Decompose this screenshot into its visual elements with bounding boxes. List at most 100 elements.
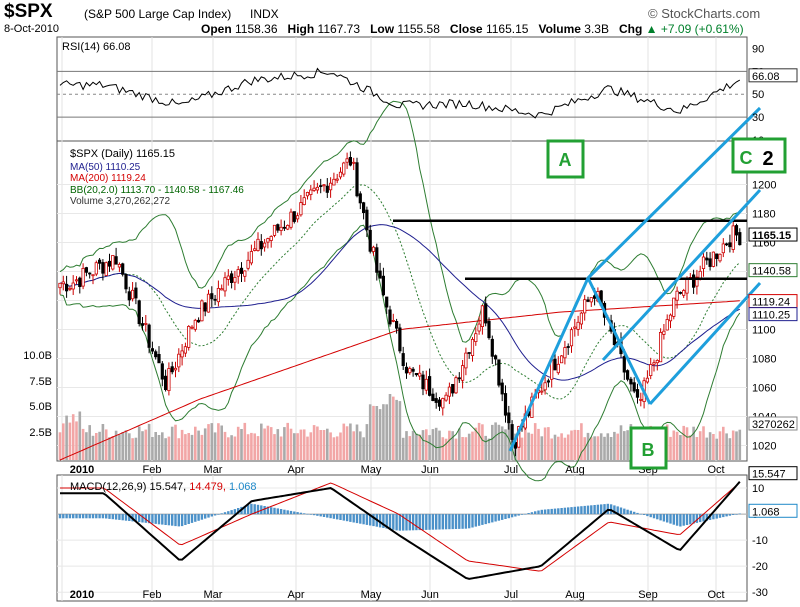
- macd-hist-bar: [124, 514, 128, 521]
- price-candle: [381, 267, 386, 297]
- macd-hist-bar: [573, 506, 576, 515]
- price-y-tick: 1100: [752, 325, 776, 337]
- volume-bar: [375, 406, 379, 460]
- macd-hist-bar: [98, 514, 101, 519]
- macd-hist-bar: [207, 514, 210, 518]
- volume-bar: [672, 430, 676, 460]
- price-candle: [394, 318, 399, 334]
- macd-hist-bar: [738, 513, 741, 515]
- volume-bar: [58, 432, 62, 460]
- volume-bar: [467, 433, 471, 460]
- volume-bar: [705, 437, 709, 460]
- price-candle: [322, 183, 326, 192]
- volume-bar: [65, 415, 68, 460]
- price-candle: [229, 270, 234, 289]
- macd-hist-bar: [72, 514, 75, 519]
- macd-hist-bar: [520, 514, 524, 515]
- macd-hist-bar: [477, 514, 481, 526]
- price-candle: [507, 405, 511, 430]
- volume-bar: [161, 432, 164, 460]
- price-candle: [487, 317, 491, 340]
- price-candle: [114, 247, 118, 265]
- volume-bar: [573, 429, 577, 460]
- volume-bar: [164, 438, 167, 460]
- volume-value-tag: 3270262: [748, 416, 798, 431]
- price-candle: [361, 201, 366, 220]
- macd-hist-bar: [428, 514, 431, 530]
- volume-bar: [326, 428, 329, 460]
- macd-hist-bar: [58, 514, 62, 519]
- macd-hist-bar: [464, 514, 468, 529]
- price-candle: [140, 317, 145, 331]
- macd-hist-bar: [504, 514, 507, 519]
- price-candle: [91, 274, 95, 285]
- price-candle: [328, 177, 333, 198]
- macd-hist-bar: [134, 514, 138, 522]
- macd-hist-bar: [319, 514, 322, 517]
- volume-bar: [246, 434, 250, 460]
- macd-hist-value-tag: 1.068: [748, 503, 798, 518]
- volume-bar: [685, 427, 689, 460]
- macd-hist-bar: [286, 510, 289, 515]
- macd-hist-bar: [494, 514, 497, 522]
- macd-hist-bar: [580, 506, 583, 515]
- macd-hist-bar: [659, 514, 662, 521]
- macd-hist-bar: [619, 507, 623, 514]
- macd-hist-bar: [332, 514, 336, 519]
- ma200-value-tag: 1119.24: [748, 294, 798, 309]
- volume-bar: [217, 423, 220, 460]
- volume-bar: [260, 423, 263, 460]
- macd-hist-bar: [510, 514, 514, 518]
- volume-bar: [392, 396, 395, 460]
- volume-bar: [335, 436, 339, 460]
- price-candle: [177, 348, 181, 373]
- macd-hist-bar: [352, 514, 355, 523]
- macd-hist-bar: [256, 504, 260, 515]
- macd-hist-bar: [266, 506, 270, 514]
- volume-y-tick: 10.0B: [23, 350, 52, 362]
- annotation-b-label: B: [642, 440, 655, 460]
- macd-hist-bar: [590, 505, 593, 515]
- price-candle: [454, 375, 458, 395]
- legend-ma50: MA(50) 1110.25: [70, 162, 141, 173]
- macd-x-tick: Mar: [204, 589, 223, 601]
- volume-bar: [157, 435, 161, 460]
- volume-bar: [428, 435, 431, 460]
- macd-hist-bar: [194, 514, 197, 522]
- volume-bar: [230, 435, 233, 460]
- volume-bar: [316, 426, 319, 460]
- macd-hist-bar: [553, 508, 557, 515]
- low-value: 1155.58: [397, 22, 440, 36]
- volume-bar: [207, 424, 210, 460]
- brand[interactable]: © StockCharts.com: [648, 6, 761, 21]
- price-candle: [127, 286, 131, 307]
- volume-bar: [283, 427, 286, 460]
- macd-legend-macd: 15.547,: [149, 481, 186, 493]
- volume-bar: [352, 431, 355, 460]
- volume-bar: [603, 436, 606, 460]
- volume-bar: [500, 426, 504, 460]
- volume-bar: [210, 423, 214, 460]
- volume-bar: [728, 438, 732, 460]
- macd-hist-bar: [157, 514, 161, 525]
- volume-bar: [444, 438, 448, 460]
- price-candle: [104, 261, 108, 276]
- macd-hist-bar: [705, 514, 708, 521]
- macd-hist-bar: [289, 510, 293, 515]
- volume-bar: [339, 432, 342, 460]
- macd-hist-bar: [279, 509, 283, 514]
- macd-hist-bar: [600, 504, 603, 515]
- macd-hist-bar: [233, 509, 237, 515]
- price-candle: [266, 237, 270, 249]
- price-candle: [348, 151, 353, 167]
- macd-hist-bar: [68, 514, 72, 519]
- volume-label: Volume: [538, 22, 581, 36]
- macd-line: [60, 481, 741, 580]
- price-candle: [282, 220, 287, 231]
- price-candle: [493, 354, 498, 366]
- price-candle: [414, 372, 419, 377]
- volume-bar: [236, 426, 240, 460]
- price-candle: [464, 347, 468, 376]
- macd-hist-bar: [395, 514, 398, 531]
